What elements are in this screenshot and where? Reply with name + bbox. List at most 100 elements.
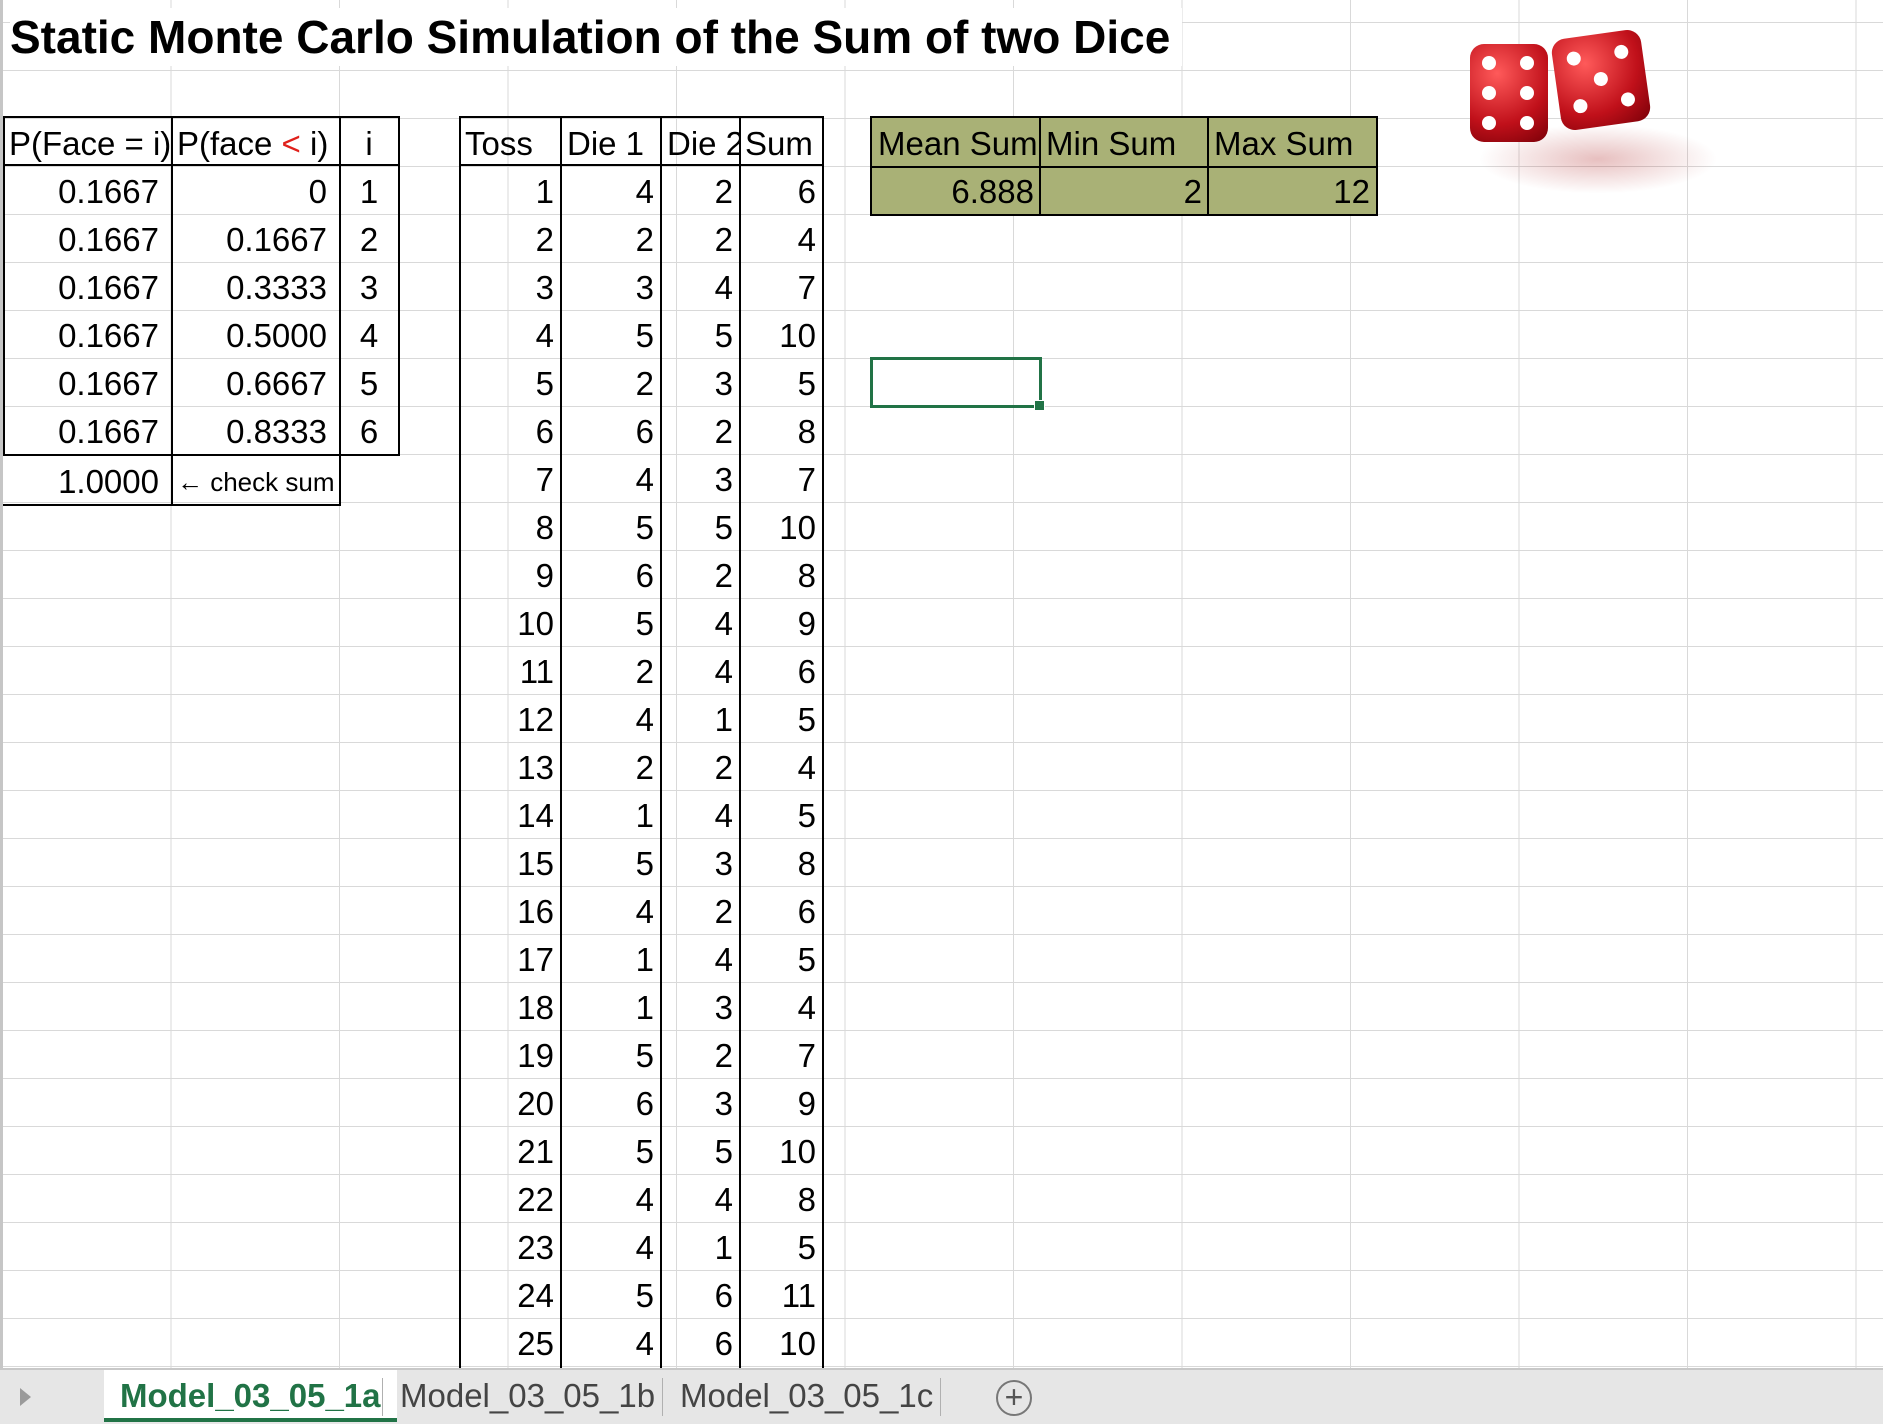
die-1-cell[interactable]: 3 xyxy=(635,269,654,306)
p-face-lt-i-cell[interactable]: 0.1667 xyxy=(226,221,327,258)
die-2-cell[interactable]: 2 xyxy=(714,413,733,450)
die-2-cell[interactable]: 1 xyxy=(714,701,733,738)
die-1-cell[interactable]: 4 xyxy=(635,1229,654,1266)
die-2-cell[interactable]: 5 xyxy=(714,509,733,546)
sum-cell[interactable]: 7 xyxy=(797,461,816,498)
header-p-face-eq-i[interactable]: P(Face = i) xyxy=(9,125,171,162)
die-2-cell[interactable]: 3 xyxy=(714,1085,733,1122)
toss-cell[interactable]: 17 xyxy=(517,941,554,978)
p-face-lt-i-cell[interactable]: 0.6667 xyxy=(226,365,327,402)
die-1-cell[interactable]: 5 xyxy=(635,509,654,546)
die-2-cell[interactable]: 6 xyxy=(714,1325,733,1362)
i-cell[interactable]: 4 xyxy=(359,317,379,354)
die-2-cell[interactable]: 6 xyxy=(714,1277,733,1314)
die-2-cell[interactable]: 2 xyxy=(714,893,733,930)
toss-cell[interactable]: 2 xyxy=(535,221,554,258)
p-face-eq-i-cell[interactable]: 0.1667 xyxy=(58,221,159,258)
p-face-eq-i-cell[interactable]: 0.1667 xyxy=(58,317,159,354)
sum-cell[interactable]: 9 xyxy=(797,605,816,642)
die-2-cell[interactable]: 4 xyxy=(714,797,733,834)
die-2-cell[interactable]: 2 xyxy=(714,1037,733,1074)
header-die-2[interactable]: Die 2 xyxy=(667,125,741,162)
scroll-tabs-icon[interactable] xyxy=(20,1388,31,1406)
toss-cell[interactable]: 24 xyxy=(517,1277,554,1314)
sheet-title[interactable]: Static Monte Carlo Simulation of the Sum… xyxy=(10,8,1183,66)
die-1-cell[interactable]: 5 xyxy=(635,317,654,354)
min-sum-value[interactable]: 2 xyxy=(1183,173,1202,210)
toss-cell[interactable]: 21 xyxy=(517,1133,554,1170)
check-sum-label[interactable]: ← check sum xyxy=(177,467,335,497)
sum-cell[interactable]: 7 xyxy=(797,269,816,306)
header-p-face-lt-i[interactable]: P(face < i) xyxy=(177,125,329,162)
toss-cell[interactable]: 25 xyxy=(517,1325,554,1362)
max-sum-value[interactable]: 12 xyxy=(1333,173,1370,210)
sum-cell[interactable]: 9 xyxy=(797,1085,816,1122)
sum-cell[interactable]: 5 xyxy=(797,797,816,834)
toss-cell[interactable]: 9 xyxy=(535,557,554,594)
i-cell[interactable]: 3 xyxy=(359,269,379,306)
sum-cell[interactable]: 6 xyxy=(797,893,816,930)
header-i[interactable]: i xyxy=(365,125,373,162)
sum-cell[interactable]: 8 xyxy=(797,845,816,882)
header-sum[interactable]: Sum xyxy=(745,125,813,162)
die-2-cell[interactable]: 3 xyxy=(714,845,733,882)
sum-cell[interactable]: 6 xyxy=(797,173,816,210)
sum-cell[interactable]: 5 xyxy=(797,941,816,978)
toss-cell[interactable]: 18 xyxy=(517,989,554,1026)
sum-cell[interactable]: 7 xyxy=(797,1037,816,1074)
die-2-cell[interactable]: 3 xyxy=(714,461,733,498)
die-1-cell[interactable]: 2 xyxy=(635,365,654,402)
sum-cell[interactable]: 6 xyxy=(797,653,816,690)
die-2-cell[interactable]: 4 xyxy=(714,269,733,306)
die-2-cell[interactable]: 2 xyxy=(714,221,733,258)
p-face-lt-i-cell[interactable]: 0.8333 xyxy=(226,413,327,450)
die-1-cell[interactable]: 5 xyxy=(635,1133,654,1170)
sum-cell[interactable]: 10 xyxy=(779,1133,816,1170)
sum-cell[interactable]: 10 xyxy=(779,1325,816,1362)
dice-image[interactable] xyxy=(1418,24,1718,194)
add-sheet-icon[interactable]: + xyxy=(996,1380,1032,1416)
die-1-cell[interactable]: 2 xyxy=(635,749,654,786)
die-2-cell[interactable]: 4 xyxy=(714,653,733,690)
toss-cell[interactable]: 19 xyxy=(517,1037,554,1074)
toss-cell[interactable]: 13 xyxy=(517,749,554,786)
die-2-cell[interactable]: 3 xyxy=(714,365,733,402)
p-face-eq-i-cell[interactable]: 0.1667 xyxy=(58,269,159,306)
toss-cell[interactable]: 1 xyxy=(535,173,554,210)
die-2-cell[interactable]: 4 xyxy=(714,1181,733,1218)
die-2-cell[interactable]: 4 xyxy=(714,941,733,978)
die-2-cell[interactable]: 5 xyxy=(714,317,733,354)
p-face-lt-i-cell[interactable]: 0.5000 xyxy=(226,317,327,354)
toss-cell[interactable]: 20 xyxy=(517,1085,554,1122)
sum-cell[interactable]: 4 xyxy=(797,989,816,1026)
sum-cell[interactable]: 5 xyxy=(797,1229,816,1266)
die-2-cell[interactable]: 5 xyxy=(714,1133,733,1170)
die-1-cell[interactable]: 5 xyxy=(635,1037,654,1074)
p-face-lt-i-cell[interactable]: 0.3333 xyxy=(226,269,327,306)
header-mean-sum[interactable]: Mean Sum xyxy=(878,125,1038,162)
die-1-cell[interactable]: 1 xyxy=(635,797,654,834)
toss-cell[interactable]: 15 xyxy=(517,845,554,882)
i-cell[interactable]: 5 xyxy=(359,365,379,402)
header-min-sum[interactable]: Min Sum xyxy=(1046,125,1177,162)
die-2-cell[interactable]: 1 xyxy=(714,1229,733,1266)
toss-cell[interactable]: 23 xyxy=(517,1229,554,1266)
die-1-cell[interactable]: 2 xyxy=(635,653,654,690)
p-face-lt-i-cell[interactable]: 0 xyxy=(308,173,327,210)
toss-cell[interactable]: 22 xyxy=(517,1181,554,1218)
toss-cell[interactable]: 14 xyxy=(517,797,554,834)
sum-cell[interactable]: 4 xyxy=(797,221,816,258)
toss-cell[interactable]: 5 xyxy=(535,365,554,402)
spreadsheet-grid[interactable] xyxy=(0,0,1883,1368)
toss-cell[interactable]: 16 xyxy=(517,893,554,930)
p-face-eq-i-cell[interactable]: 0.1667 xyxy=(58,173,159,210)
sheet-tab-model-03-05-1b[interactable]: Model_03_05_1b xyxy=(400,1377,656,1414)
p-face-eq-i-cell[interactable]: 0.1667 xyxy=(58,365,159,402)
die-2-cell[interactable]: 3 xyxy=(714,989,733,1026)
sum-cell[interactable]: 8 xyxy=(797,1181,816,1218)
sheet-tab-model-03-05-1c[interactable]: Model_03_05_1c xyxy=(680,1377,934,1414)
die-1-cell[interactable]: 4 xyxy=(635,1325,654,1362)
i-cell[interactable]: 1 xyxy=(359,173,379,210)
die-2-cell[interactable]: 4 xyxy=(714,605,733,642)
die-1-cell[interactable]: 2 xyxy=(635,221,654,258)
